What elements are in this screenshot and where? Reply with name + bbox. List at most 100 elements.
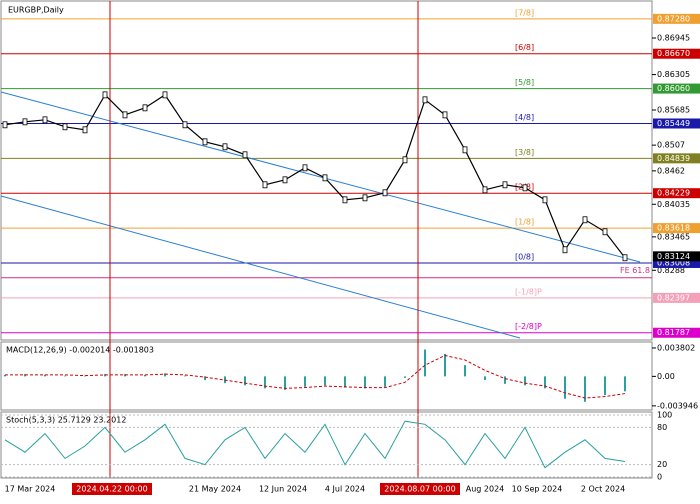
level-price-label: 0.82397 [657, 293, 690, 302]
level-name: [1/8] [515, 218, 534, 227]
fe-label: FE 61.8 [620, 266, 650, 275]
level-label-box [653, 48, 700, 59]
trend-line [0, 195, 521, 339]
candle [302, 164, 308, 172]
level-name: [3/8] [515, 148, 534, 157]
level-name: [4/8] [515, 113, 534, 122]
date-label: 12 Jun 2024 [259, 485, 307, 494]
candle [122, 111, 128, 119]
level-name: [0/8] [515, 252, 534, 261]
date-label: 4 Jul 2024 [325, 485, 365, 494]
candle [462, 146, 468, 154]
candle [102, 91, 108, 99]
macd-tick-label: 0.00 [657, 372, 675, 381]
date-label: 2 Oct 2024 [581, 485, 625, 494]
marker-date: 2024.08.07 00:00 [384, 485, 455, 494]
candle [262, 181, 268, 189]
candle [562, 246, 568, 254]
level-label-box [653, 13, 700, 24]
candle [222, 143, 228, 151]
candle [362, 194, 368, 202]
current-price-label: 0.83124 [657, 252, 690, 261]
price-tick-label: 0.83465 [657, 232, 690, 241]
level-price-label: 0.84839 [657, 154, 690, 163]
candle [582, 216, 588, 224]
candle [402, 156, 408, 164]
stoch-tick-label: 100 [657, 411, 672, 420]
candle [142, 104, 148, 112]
price-tick-label: 0.8507 [657, 141, 685, 150]
date-label: 21 May 2024 [189, 485, 241, 494]
candle [62, 123, 68, 131]
candle [22, 118, 28, 126]
candle [342, 196, 348, 204]
stoch-main [4, 420, 626, 469]
price-tick-label: 0.8462 [657, 166, 685, 175]
candle [502, 181, 508, 189]
trend-line [0, 91, 641, 263]
candle [442, 111, 448, 119]
macd-title: MACD(12,26,9) -0.002014 -0.001803 [6, 346, 154, 355]
level-label-box [653, 118, 700, 129]
macd-signal [5, 354, 626, 399]
price-tick-label: 0.86945 [657, 34, 690, 43]
marker-date-box [72, 483, 152, 495]
price-tick-label: 0.8288 [657, 266, 685, 275]
price-line [4, 93, 626, 259]
candle [202, 138, 208, 146]
level-label-box [653, 153, 700, 164]
macd-tick-label: 0.003802 [657, 343, 695, 352]
candle [322, 174, 328, 182]
level-name: [5/8] [515, 78, 534, 87]
level-name: [6/8] [515, 43, 534, 52]
stoch-tick-label: 20 [657, 460, 667, 469]
candle [622, 254, 628, 262]
date-label: 10 Sep 2024 [512, 485, 563, 494]
candle [482, 186, 488, 194]
candle [422, 96, 428, 104]
price-tick-label: 0.86305 [657, 70, 690, 79]
level-price-label: 0.83008 [657, 258, 690, 267]
candle [382, 189, 388, 197]
candle [2, 121, 8, 129]
date-label: 17 Mar 2024 [5, 485, 56, 494]
stoch-tick-label: 80 [657, 423, 667, 432]
level-label-box [653, 83, 700, 94]
level-label-box [653, 292, 700, 303]
marker-date-box [380, 483, 460, 495]
level-label-box [653, 327, 700, 338]
date-label: Aug 2024 [466, 485, 505, 494]
stoch-tick-label: 0 [657, 473, 662, 482]
current-price-box [653, 251, 700, 262]
level-label-box [653, 257, 700, 268]
candle [522, 184, 528, 192]
candle [42, 116, 48, 124]
level-name: [-1/8]P [515, 287, 542, 296]
stoch-frame [0, 411, 653, 479]
level-price-label: 0.85449 [657, 119, 690, 128]
candle [282, 176, 288, 184]
candle [182, 121, 188, 129]
level-label-box [653, 188, 700, 199]
symbol-title: EURGBP,Daily [8, 6, 64, 15]
level-name: [7/8] [515, 8, 534, 17]
marker-date: 2024.04.22 00:00 [76, 485, 147, 494]
level-price-label: 0.84229 [657, 189, 690, 198]
stoch-title: Stoch(5,3,3) 25.7129 23.2012 [6, 416, 126, 425]
level-price-label: 0.81787 [657, 328, 690, 337]
price-tick-label: 0.85685 [657, 106, 690, 115]
level-price-label: 0.83618 [657, 224, 690, 233]
price-tick-label: 0.84035 [657, 200, 690, 209]
level-price-label: 0.87280 [657, 14, 690, 23]
level-name: [-2/8]P [515, 322, 542, 331]
level-price-label: 0.86670 [657, 49, 690, 58]
candle [162, 91, 168, 99]
level-label-box [653, 223, 700, 234]
level-price-label: 0.86060 [657, 84, 690, 93]
candle [602, 228, 608, 236]
candle [82, 126, 88, 134]
candle [242, 151, 248, 159]
macd-tick-label: -0.003946 [657, 401, 698, 410]
